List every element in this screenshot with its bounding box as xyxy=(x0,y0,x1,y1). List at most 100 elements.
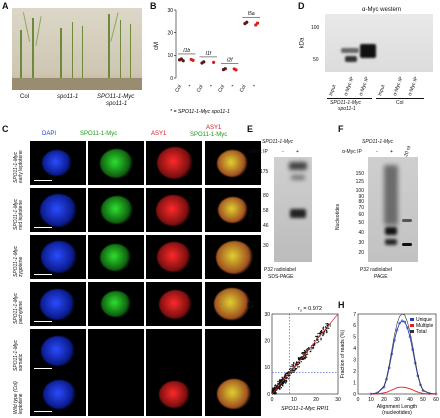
c-image-r0-c0 xyxy=(30,141,86,185)
g-point xyxy=(280,387,283,389)
f-tick-5: 70 xyxy=(358,205,364,211)
panel-c-letter: C xyxy=(2,124,9,134)
f-lane-plus: + xyxy=(390,149,393,155)
group-d-1: SPO11-1-Myc xyxy=(330,100,362,106)
g-point xyxy=(304,356,307,358)
g-point xyxy=(277,383,280,385)
c-scale-bar xyxy=(34,180,52,181)
tick-100: 100 xyxy=(311,25,320,31)
c-nucleus xyxy=(217,379,251,409)
f-caption-1: P32 radiolabel xyxy=(360,267,392,273)
g-point xyxy=(280,380,282,382)
g-point xyxy=(279,381,281,383)
b-point-2-1 xyxy=(202,60,206,64)
f-caption-2: PAGE xyxy=(374,274,388,280)
c-nucleus xyxy=(214,288,250,320)
b-point-6-1 xyxy=(245,20,249,24)
h-xtick-6: 60 xyxy=(433,397,439,403)
lane-d-1: Input xyxy=(328,84,338,97)
f-tick-1: 125 xyxy=(355,179,364,185)
c-row-label-5: Wild type (Col) leptotene xyxy=(13,381,24,414)
panel-b-letter: B xyxy=(150,1,157,11)
g-point xyxy=(311,348,313,350)
c-nucleus xyxy=(158,289,192,319)
f-ip-label: α-Myc IP xyxy=(342,149,362,155)
f-tick-3: 90 xyxy=(358,194,364,200)
c-nucleus xyxy=(215,240,253,274)
h-series-multiple xyxy=(371,386,436,395)
h-point-unique xyxy=(398,321,401,325)
f-tick-9: 30 xyxy=(358,240,364,246)
g-annotation: rs = 0.972 xyxy=(298,306,322,313)
g-point xyxy=(311,346,313,349)
h-frame xyxy=(357,313,437,395)
g-point xyxy=(304,357,306,360)
g-point xyxy=(288,368,291,371)
b-point-0-2 xyxy=(181,59,185,63)
panel-h-letter: H xyxy=(338,300,345,310)
h-point-unique xyxy=(387,366,391,370)
panel-f-letter: F xyxy=(338,124,344,134)
panel-e-letter: E xyxy=(247,124,254,134)
g-point xyxy=(272,387,274,389)
c-scale-bar xyxy=(34,411,52,412)
kda-label-d: kDa xyxy=(299,37,306,49)
h-legend-swatch-1 xyxy=(410,324,414,327)
page-gel xyxy=(368,157,418,262)
c-image-r5-c1 xyxy=(88,372,144,416)
b-group-label-1: I1f xyxy=(205,51,211,57)
h-point-unique xyxy=(400,319,404,323)
b-ytick-label-1: 10 xyxy=(167,53,173,59)
g-point xyxy=(317,332,319,335)
c-image-r1-c1 xyxy=(88,188,144,232)
g-point xyxy=(285,381,288,383)
b-footnote: * = SPO11-1-Myc spo11-1 xyxy=(170,109,230,115)
c-image-r0-c2 xyxy=(146,141,202,185)
h-ytick-1: 1 xyxy=(353,380,356,386)
g-point xyxy=(277,380,279,383)
c-image-r1-c3 xyxy=(205,188,261,232)
g-xtick-3: 30 xyxy=(335,397,341,403)
g-point xyxy=(273,389,275,391)
c-image-r2-c3 xyxy=(205,235,261,279)
g-point xyxy=(318,332,321,334)
header-spo11-myc: SPO11-1-Myc xyxy=(80,131,118,137)
label-spo11-1: spo11-1 xyxy=(57,94,79,100)
g-point xyxy=(281,383,284,385)
c-nucleus xyxy=(39,288,75,320)
g-point xyxy=(322,334,324,337)
g-point xyxy=(287,375,290,377)
g-point xyxy=(297,357,300,360)
g-ytick-0: 0 xyxy=(267,392,270,398)
c-nucleus xyxy=(41,241,77,273)
g-point xyxy=(301,352,303,354)
c-scale-bar xyxy=(34,368,52,369)
g-point xyxy=(320,338,322,341)
g-ylabel: SPO11-1-Myc RPI3 xyxy=(254,329,260,378)
g-point xyxy=(329,325,331,327)
c-image-r3-c0 xyxy=(30,282,86,326)
g-point xyxy=(274,390,276,393)
c-row-label-3: SPO11-1-Myc pachytene xyxy=(13,293,24,324)
g-point xyxy=(298,358,300,361)
h-xtick-2: 20 xyxy=(381,397,387,403)
g-point xyxy=(288,378,290,380)
h-point-unique xyxy=(411,348,414,351)
h-ytick-2: 2 xyxy=(353,369,356,375)
e-kda: kDa xyxy=(247,210,254,219)
lane-d-4: Input xyxy=(377,84,387,97)
g-point xyxy=(312,347,314,349)
c-row-label-1: SPO11-1-Myc mid leptotene xyxy=(13,199,24,230)
lane-d-5: α-Myc IP xyxy=(392,76,405,97)
panel-d-letter: D xyxy=(298,1,305,11)
h-point-unique xyxy=(395,328,399,332)
c-image-r5-c0 xyxy=(30,372,86,416)
rpi-scatter-chart: 0 10 20 30 0 10 20 30 rs = 0.972 SPO11-1-Myc RPI1… xyxy=(254,306,341,412)
g-point xyxy=(276,385,279,387)
tick-50: 50 xyxy=(313,57,319,63)
c-image-r3-c1 xyxy=(88,282,144,326)
g-point xyxy=(275,393,277,395)
b-cat-4: Col xyxy=(217,84,226,94)
g-point xyxy=(315,335,317,338)
label-spo11-1-myc: SPO11-1-Myc xyxy=(97,94,135,100)
